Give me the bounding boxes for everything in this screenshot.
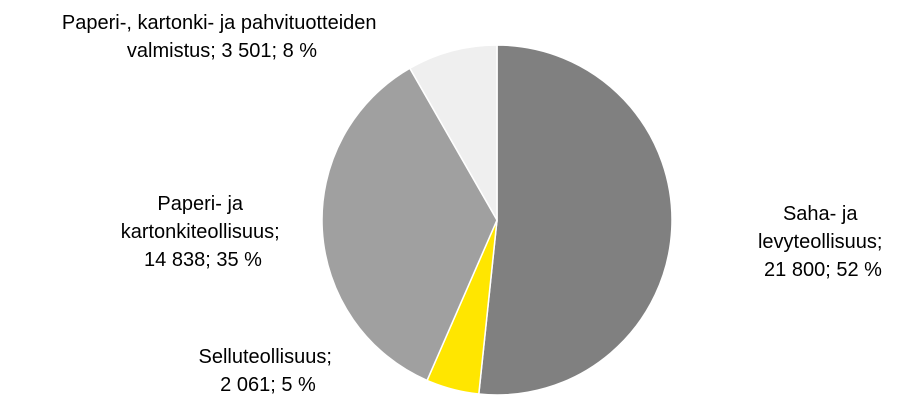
- label-line: Paperi-, kartonki- ja pahvituotteiden: [62, 12, 382, 34]
- percentage-label: 35 %: [216, 249, 262, 271]
- slice-label: Saha- ja levyteollisuus; 21 800; 52 %: [758, 203, 888, 281]
- label-separator: ;: [271, 40, 282, 62]
- label-category: Paperi-, kartonki- ja pahvituotteiden va…: [62, 12, 382, 62]
- value-label: 14 838: [144, 249, 205, 271]
- percentage-label: 5 %: [281, 374, 316, 396]
- slice-label: Paperi-, kartonki- ja pahvituotteiden va…: [62, 12, 382, 62]
- label-category: Paperi- ja kartonkiteollisuus: [121, 193, 274, 243]
- value-label: 3 501: [221, 40, 271, 62]
- label-separator: ;: [205, 249, 216, 271]
- value-label: 2 061: [220, 374, 270, 396]
- label-separator: ;: [270, 374, 281, 396]
- label-separator: ;: [274, 221, 285, 243]
- slice-label: Paperi- ja kartonkiteollisuus; 14 838; 3…: [121, 193, 286, 271]
- label-line: kartonkiteollisuus: [121, 221, 274, 243]
- label-line: levyteollisuus: [758, 231, 877, 253]
- pie-slice: [321, 67, 498, 382]
- label-line: Selluteollisuus: [199, 346, 327, 368]
- pie-slice: [477, 44, 673, 396]
- label-separator: ;: [825, 259, 836, 281]
- label-category: Selluteollisuus: [199, 346, 327, 368]
- percentage-label: 8 %: [283, 40, 318, 62]
- value-label: 21 800: [764, 259, 825, 281]
- label-line: Paperi- ja: [157, 193, 248, 215]
- label-line: Saha- ja: [783, 203, 863, 225]
- label-separator: ;: [877, 231, 888, 253]
- label-category: Saha- ja levyteollisuus: [758, 203, 877, 253]
- slice-label: Selluteollisuus; 2 061; 5 %: [199, 346, 338, 396]
- percentage-label: 52 %: [836, 259, 882, 281]
- label-separator: ;: [326, 346, 337, 368]
- pie-slice: [408, 44, 498, 223]
- label-line: valmistus: [127, 40, 210, 62]
- label-separator: ;: [210, 40, 221, 62]
